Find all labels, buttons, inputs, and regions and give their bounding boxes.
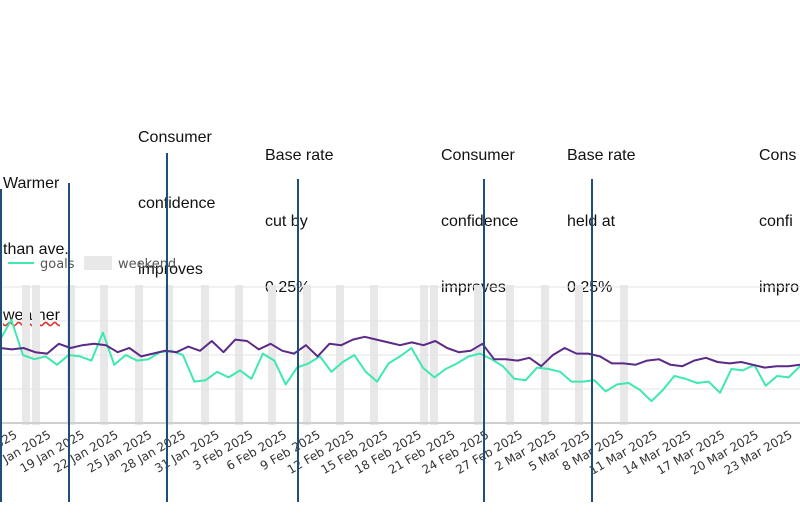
annotation-consumer-confidence-2: Consumer confidence improves: [441, 101, 518, 343]
annotation-line: Base rate: [265, 147, 334, 164]
annotation-base-rate-cut: Base rate cut by 0.25%: [265, 101, 333, 343]
annotation-line: Consumer: [441, 147, 515, 164]
annotation-line: Warmer: [3, 175, 60, 192]
annotation-line: Base rate: [567, 147, 636, 164]
annotation-marker-line: [68, 183, 70, 502]
legend-swatch-weekend: [84, 256, 112, 270]
legend: goals weekend: [8, 256, 176, 272]
annotation-line: Cons: [759, 147, 797, 164]
annotation-marker-line: [297, 179, 299, 502]
annotation-line: weather: [3, 307, 60, 324]
annotation-line: improves: [138, 261, 203, 278]
series-lines: [0, 319, 800, 403]
legend-label-weekend: weekend: [118, 257, 176, 272]
series-line-secondary: [0, 335, 800, 369]
annotation-consumer-confidence-1: Consumer confidence improves: [138, 83, 215, 325]
series-line-goals: [0, 319, 800, 403]
annotation-marker-line: [591, 179, 593, 502]
annotation-line: held at: [567, 213, 616, 230]
annotation-line: cut by: [265, 213, 308, 230]
annotation-marker-line: [483, 179, 485, 502]
annotation-warmer-weather: Warmer than ave. weather: [3, 129, 69, 371]
annotation-line: confidence: [441, 213, 519, 230]
legend-label-goals: goals: [40, 257, 75, 272]
annotation-line: confidence: [138, 195, 216, 212]
annotation-line: than ave.: [3, 241, 69, 258]
gridlines: [0, 286, 800, 424]
annotation-marker-line: [0, 189, 2, 502]
annotation-line: confi: [759, 213, 793, 230]
annotation-base-rate-held: Base rate held at 0.25%: [567, 101, 635, 343]
annotation-marker-line: [166, 153, 168, 502]
annotation-line: Consumer: [138, 129, 212, 146]
